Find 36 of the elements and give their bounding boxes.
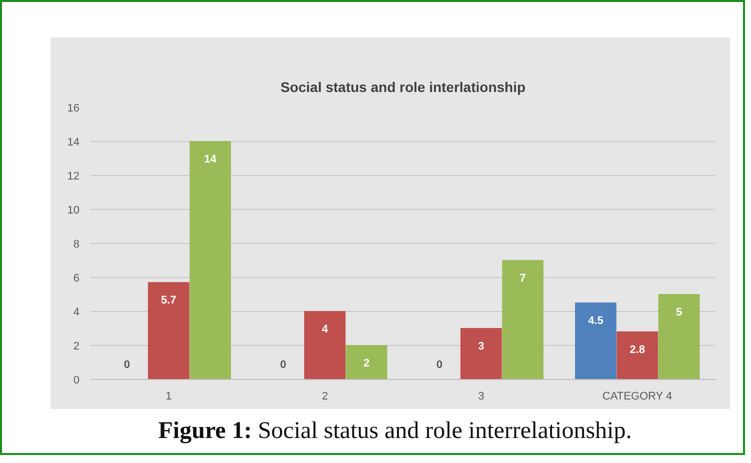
y-tick-label: 6 xyxy=(73,272,80,284)
data-label: 4.5 xyxy=(588,315,604,327)
bar xyxy=(190,141,231,380)
x-tick-label: 3 xyxy=(478,390,484,402)
x-tick-label: 1 xyxy=(166,390,172,402)
data-label: 7 xyxy=(520,272,526,284)
chart-title: Social status and role interlationship xyxy=(280,79,526,95)
x-tick-label: CATEGORY 4 xyxy=(602,390,672,402)
bar xyxy=(658,294,700,380)
y-tick-label: 4 xyxy=(73,306,80,318)
bar xyxy=(616,331,658,380)
bar xyxy=(346,345,388,380)
bar xyxy=(304,311,346,380)
data-label: 5 xyxy=(676,306,682,318)
y-tick-label: 10 xyxy=(67,204,80,216)
y-tick-label: 14 xyxy=(67,136,80,148)
y-tick-label: 2 xyxy=(73,340,80,352)
data-label: 2 xyxy=(363,358,370,370)
data-label: 0 xyxy=(436,359,443,372)
y-tick-label: 12 xyxy=(67,170,80,182)
y-tick-label: 0 xyxy=(73,374,80,386)
y-tick-label: 8 xyxy=(73,238,80,250)
y-tick-label: 16 xyxy=(67,102,80,114)
data-label: 0 xyxy=(124,359,130,372)
bar xyxy=(502,260,544,380)
caption: Figure 1: Social status and role interrelationship. xyxy=(158,417,632,446)
data-label: 14 xyxy=(204,154,218,166)
data-label: 0 xyxy=(280,359,286,372)
data-label: 5.7 xyxy=(160,294,176,307)
bar xyxy=(460,328,502,380)
bar xyxy=(575,302,616,380)
data-label: 3 xyxy=(478,340,484,352)
data-label: 2.8 xyxy=(630,344,646,356)
bar xyxy=(148,282,190,380)
x-tick-label: 2 xyxy=(322,390,328,402)
data-label: 4 xyxy=(322,324,329,336)
